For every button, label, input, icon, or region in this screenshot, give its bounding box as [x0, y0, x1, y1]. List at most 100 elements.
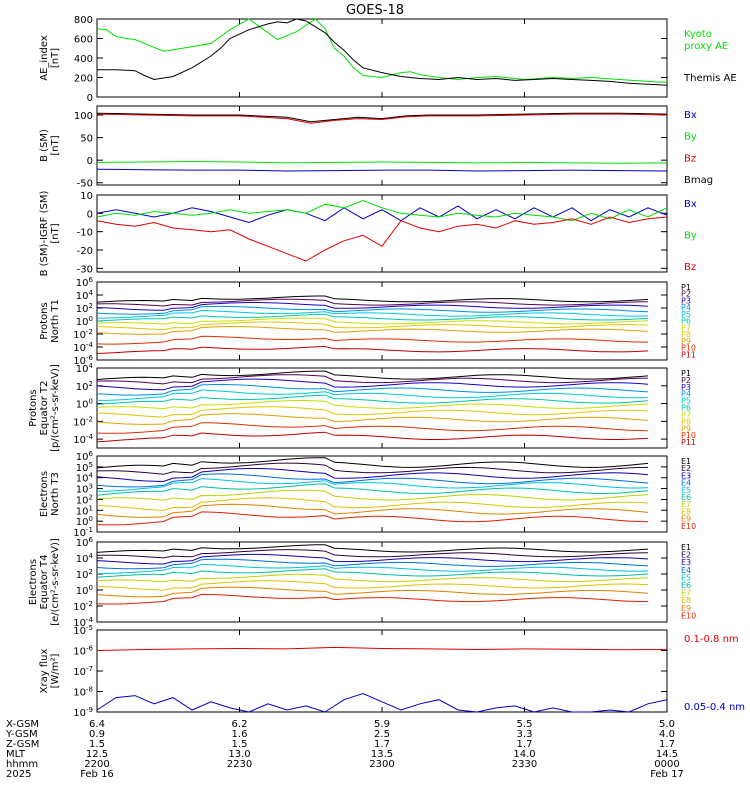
- series-line: [96, 394, 649, 405]
- panel-5: 104 102 100 10-2 10-4 Protons Equator T2 [p/(cm…: [28, 362, 696, 452]
- series-line: [96, 113, 668, 124]
- legend-entry: E9: [681, 515, 691, 524]
- legend-entry: P1: [681, 369, 691, 378]
- legend-entry: Bmag: [684, 175, 713, 186]
- y-axis-label: Equator T2: [39, 381, 50, 436]
- panel-frame: [96, 105, 668, 186]
- y-tick-label: 10-2: [73, 600, 93, 613]
- panel-frame: [96, 18, 668, 98]
- legend-entry: P3: [681, 383, 691, 392]
- series-line: [96, 309, 649, 319]
- legend-entry: P11: [681, 438, 696, 447]
- series-line: [96, 295, 649, 303]
- y-axis-label: North T3: [50, 472, 61, 516]
- footer-row-label: MLT: [6, 749, 26, 760]
- legend-entry: P5: [681, 310, 691, 319]
- footer-cell: 2200: [84, 759, 109, 770]
- legend-entry: P7: [681, 410, 691, 419]
- footer-cell: Feb 16: [80, 769, 114, 780]
- series-line: [96, 573, 649, 583]
- legend-entry: E5: [681, 573, 691, 582]
- legend-entry: E8: [681, 507, 691, 516]
- series-line: [96, 18, 668, 83]
- footer-cell: 1.5: [232, 739, 248, 750]
- y-tick-label: 10-4: [73, 341, 93, 354]
- legend-entry: P9: [681, 424, 691, 433]
- panel-8: 10-5 10-6 10-7 10-8 10-9 Xray flux [W/m²] 0.1-0…: [39, 624, 745, 719]
- y-axis-label: [nT]: [50, 223, 61, 243]
- series-line: [96, 483, 649, 496]
- y-tick-label: 100: [74, 111, 93, 122]
- y-tick-label: 10-2: [73, 328, 93, 341]
- y-tick-label: 106: [76, 276, 94, 289]
- legend-entry: Bz: [684, 262, 696, 273]
- footer-cell: 1.6: [232, 729, 248, 740]
- series-line: [96, 199, 668, 222]
- y-tick-label: 0: [87, 156, 93, 167]
- footer-cell: 3.3: [517, 729, 533, 740]
- footer-row-label: 2025: [6, 769, 31, 780]
- series-line: [96, 497, 649, 512]
- footer-cell: 14.5: [656, 749, 678, 760]
- series-line: [97, 18, 668, 86]
- legend-entry: E9: [681, 604, 691, 613]
- legend-entry: P6: [681, 404, 691, 413]
- series-line: [96, 586, 649, 598]
- series-line: [96, 544, 649, 553]
- footer-cell: 1.5: [89, 739, 105, 750]
- legend-entry: proxy AE: [684, 41, 728, 52]
- legend-entry: P10: [681, 344, 696, 353]
- footer-cell: 5.0: [659, 719, 675, 730]
- series-line: [96, 462, 649, 475]
- legend-entry: P10: [681, 431, 696, 440]
- y-tick-label: 10-6: [73, 645, 93, 658]
- legend-entry: P5: [681, 397, 691, 406]
- legend-entry: P11: [681, 350, 696, 359]
- series-line: [96, 298, 649, 307]
- legend-entry: P1: [681, 283, 691, 292]
- y-tick-label: 100: [76, 315, 93, 328]
- series-line: [96, 468, 649, 483]
- footer-cell: 1.7: [374, 739, 390, 750]
- series-line: [96, 168, 668, 172]
- y-axis-label: Protons: [39, 302, 50, 339]
- y-tick-label: -20: [77, 246, 93, 257]
- footer-cell: 13.5: [371, 749, 393, 760]
- y-axis-label: Electrons: [39, 471, 50, 517]
- legend-entry: E8: [681, 596, 691, 605]
- footer-cell: 5.5: [517, 719, 533, 730]
- series-line: [96, 313, 649, 322]
- panel-frame: [96, 541, 668, 623]
- y-axis-label: B (SM)-IGRF (SM): [39, 191, 50, 277]
- legend-entry: By: [684, 231, 697, 242]
- legend-entry: E6: [681, 581, 691, 590]
- series-line: [96, 692, 668, 713]
- legend-entry: P2: [681, 376, 691, 385]
- legend-entry: E6: [681, 493, 691, 502]
- y-axis-label: [W/m²]: [50, 653, 61, 688]
- footer-cell: 2330: [512, 759, 537, 770]
- y-tick-label: 800: [74, 15, 93, 26]
- legend-entry: P4: [681, 303, 691, 312]
- legend-entry: P8: [681, 330, 691, 339]
- y-tick-label: 0: [87, 93, 93, 104]
- series-line: [96, 558, 649, 570]
- y-tick-label: 0: [87, 209, 93, 220]
- series-line: [96, 413, 649, 425]
- footer-row-label: X-GSM: [6, 719, 39, 730]
- series-line: [97, 389, 649, 401]
- series-line: [96, 321, 649, 331]
- series-line: [96, 302, 649, 311]
- y-axis-label: Xray flux: [39, 649, 50, 694]
- series-line: [96, 553, 649, 565]
- footer-cell: 13.0: [228, 749, 250, 760]
- footer-cell: 5.9: [374, 719, 390, 730]
- series-line: [96, 646, 668, 651]
- panel-2: -50 0 50 100 B (SM) [nT] Bx By Bz Bmag: [39, 105, 713, 190]
- legend-entry: P8: [681, 417, 691, 426]
- legend-entry: Bz: [684, 153, 696, 164]
- series-line: [96, 335, 649, 345]
